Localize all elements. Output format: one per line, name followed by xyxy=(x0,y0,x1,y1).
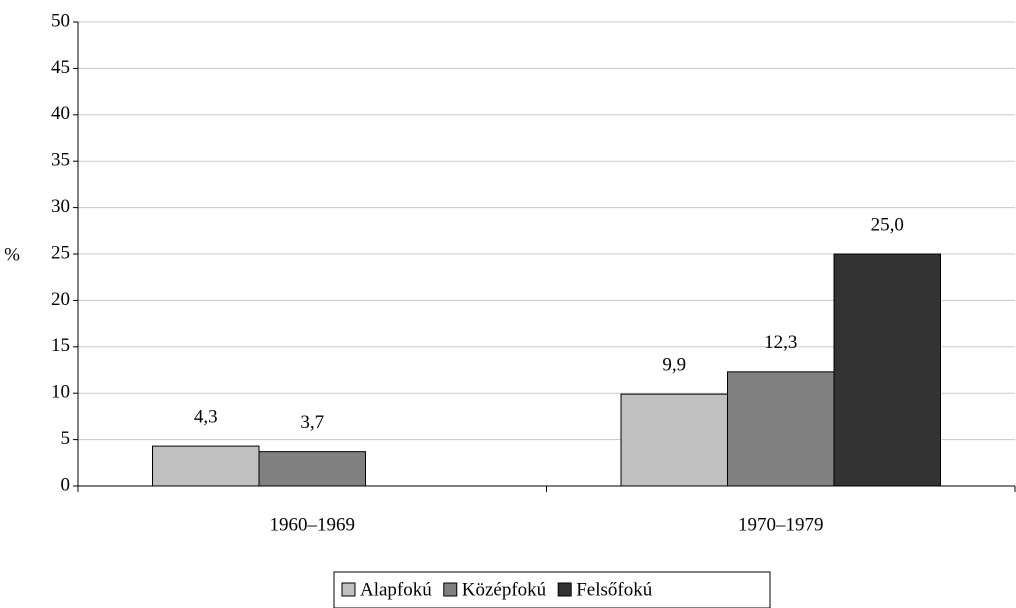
bar xyxy=(152,445,260,487)
y-tick-label: 30 xyxy=(51,196,70,217)
y-tick-label: 5 xyxy=(61,428,71,449)
bar xyxy=(833,253,941,487)
y-tick-label: 45 xyxy=(51,57,70,78)
value-label: 9,9 xyxy=(662,354,686,375)
legend-swatch xyxy=(341,582,356,597)
y-tick-label: 10 xyxy=(51,382,70,403)
y-tick-label: 25 xyxy=(51,242,70,263)
legend-label: Alapfokú xyxy=(360,579,432,600)
y-tick-label: 0 xyxy=(61,474,71,495)
value-label: 4,3 xyxy=(194,406,218,427)
x-tick-label: 1960–1969 xyxy=(270,514,356,535)
y-tick-label: 40 xyxy=(51,103,70,124)
bar xyxy=(258,451,366,487)
legend-label: Felsőfokú xyxy=(576,579,653,600)
legend-swatch xyxy=(443,582,458,597)
value-label: 3,7 xyxy=(300,412,324,433)
y-axis-label: % xyxy=(4,244,20,265)
y-tick-label: 50 xyxy=(51,10,70,31)
y-tick-label: 15 xyxy=(51,335,70,356)
legend-frame xyxy=(333,571,771,608)
legend-swatch xyxy=(557,582,572,597)
y-tick-label: 35 xyxy=(51,150,70,171)
bar xyxy=(727,371,835,487)
y-tick-label: 20 xyxy=(51,289,70,310)
value-label: 12,3 xyxy=(764,332,797,353)
x-tick-label: 1970–1979 xyxy=(738,514,824,535)
value-label: 25,0 xyxy=(871,214,904,235)
legend-label: Középfokú xyxy=(462,579,547,600)
bar xyxy=(620,393,728,487)
